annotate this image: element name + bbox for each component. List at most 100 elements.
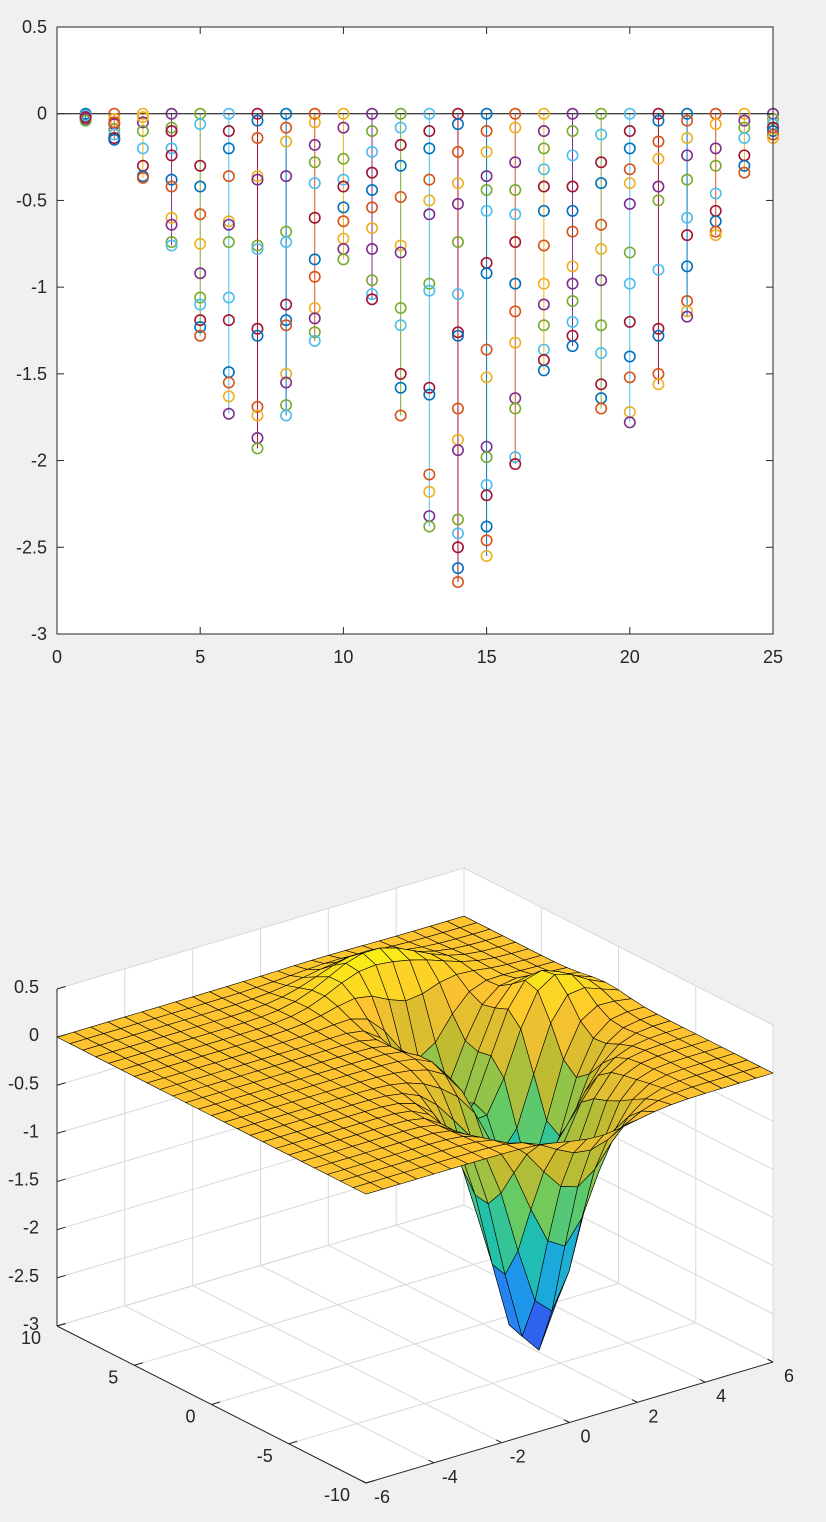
- data-point: [451, 197, 464, 210]
- data-point: [251, 442, 264, 455]
- data-point: [509, 402, 522, 415]
- data-point: [308, 156, 321, 169]
- data-point: [652, 322, 665, 335]
- z-tick: [56, 1322, 66, 1327]
- data-point: [623, 416, 636, 429]
- y-tick: [211, 1401, 221, 1405]
- data-point: [509, 451, 522, 464]
- z-tick: [56, 1226, 66, 1231]
- x-tick-label: 0: [52, 647, 62, 667]
- z-tick-label: -2.5: [8, 1266, 39, 1286]
- data-point: [480, 145, 493, 158]
- data-point: [136, 125, 149, 138]
- data-point: [537, 204, 550, 217]
- data-point: [280, 298, 293, 311]
- data-point: [394, 246, 407, 259]
- data-point: [423, 173, 436, 186]
- data-point: [280, 376, 293, 389]
- data-point: [566, 295, 579, 308]
- data-point: [165, 142, 178, 155]
- data-point: [337, 152, 350, 165]
- data-point: [337, 121, 350, 134]
- data-point: [222, 236, 235, 249]
- data-point: [480, 170, 493, 183]
- data-point: [652, 263, 665, 276]
- data-point: [394, 159, 407, 172]
- z-tick-label: 0: [29, 1025, 39, 1045]
- data-point: [423, 284, 436, 297]
- data-point: [337, 173, 350, 186]
- data-point: [480, 520, 493, 533]
- data-point: [509, 208, 522, 221]
- z-tick-label: 0.5: [14, 977, 39, 997]
- y-tick-labels: 0.5 0 -0.5 -1 -1.5 -2 -2.5 -3: [16, 17, 47, 644]
- data-point: [308, 107, 321, 120]
- data-point: [480, 204, 493, 217]
- data-point: [451, 177, 464, 190]
- data-point: [194, 267, 207, 280]
- plot-area: [57, 27, 773, 634]
- data-point: [280, 314, 293, 327]
- data-point: [566, 204, 579, 217]
- data-point: [394, 138, 407, 151]
- data-point: [136, 142, 149, 155]
- data-point: [623, 315, 636, 328]
- data-point: [652, 329, 665, 342]
- data-point: [652, 378, 665, 391]
- data-point: [165, 218, 178, 231]
- z-tick: [56, 1274, 66, 1279]
- axes-box: [56, 26, 774, 635]
- data-point: [738, 159, 751, 172]
- data-point: [709, 159, 722, 172]
- x-tick-label: 4: [716, 1386, 726, 1406]
- data-point: [623, 371, 636, 384]
- data-point: [480, 371, 493, 384]
- data-point: [681, 305, 694, 318]
- data-point: [537, 180, 550, 193]
- stem-scatter-axes: 0 5 10 15 20 25 0.5 0 -0.5 -1 -1.5 -2 -2.5 -3: [16, 17, 783, 667]
- data-point: [423, 107, 436, 120]
- data-point: [566, 180, 579, 193]
- x-tick: [360, 1479, 367, 1484]
- x-tick-label: 10: [333, 647, 353, 667]
- y-tick-label: 0.5: [22, 17, 47, 37]
- data-point: [394, 381, 407, 394]
- data-point: [480, 534, 493, 547]
- data-point: [280, 319, 293, 332]
- data-point: [509, 277, 522, 290]
- data-point: [280, 107, 293, 120]
- data-point: [451, 145, 464, 158]
- x-tick: [631, 1399, 638, 1403]
- data-point: [366, 201, 379, 214]
- x-tick-label: 15: [477, 647, 497, 667]
- data-point: [366, 184, 379, 197]
- data-point: [566, 107, 579, 120]
- x-tick-label: 2: [648, 1406, 658, 1426]
- data-point: [165, 236, 178, 249]
- data-point: [566, 260, 579, 273]
- z-tick-label: -3: [23, 1314, 39, 1334]
- y-tick-label: -3: [31, 624, 47, 644]
- data-point: [308, 211, 321, 224]
- z-tick-label: -0.5: [8, 1073, 39, 1093]
- data-point: [308, 270, 321, 283]
- data-point: [595, 319, 608, 332]
- y-tick: [134, 1362, 143, 1366]
- tick-marks: [56, 26, 774, 635]
- data-point: [681, 310, 694, 323]
- surface-patch: [352, 1182, 384, 1195]
- data-point: [337, 180, 350, 193]
- data-point: [222, 407, 235, 420]
- z-tick: [56, 1130, 66, 1134]
- data-point: [595, 378, 608, 391]
- data-point: [537, 239, 550, 252]
- data-point: [165, 149, 178, 162]
- grid-line: [56, 1204, 774, 1363]
- data-point: [366, 288, 379, 301]
- data-point: [623, 246, 636, 259]
- data-point: [394, 301, 407, 314]
- data-point: [394, 190, 407, 203]
- x-tick-labels: 0 5 10 15 20 25: [52, 647, 783, 667]
- surface-mesh: [56, 915, 774, 1351]
- data-point: [623, 125, 636, 138]
